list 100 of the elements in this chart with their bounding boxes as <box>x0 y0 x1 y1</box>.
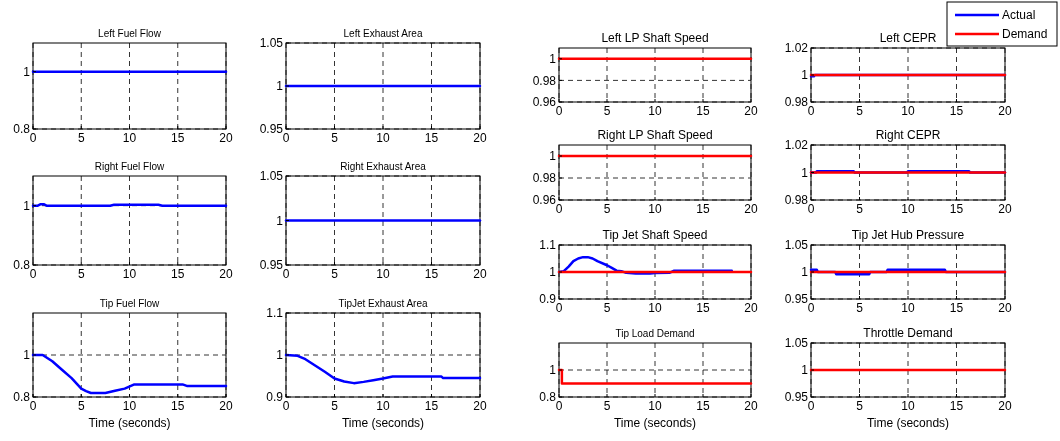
x-tick-label: 10 <box>901 202 915 216</box>
x-tick-label: 15 <box>696 301 710 315</box>
x-tick-label: 0 <box>807 104 815 118</box>
y-tick-label: 1 <box>549 265 557 280</box>
y-tick-label: 1 <box>801 265 809 280</box>
x-tick-label: 20 <box>998 399 1012 413</box>
chart-title: Tip Load Demand <box>615 328 695 339</box>
x-tick-label: 20 <box>998 104 1012 118</box>
x-tick-label: 5 <box>331 399 339 413</box>
x-tick-label: 10 <box>122 131 137 145</box>
x-tick-label: 5 <box>77 267 85 281</box>
y-tick-label: 0.9 <box>539 292 557 307</box>
y-tick-label: 0.8 <box>13 122 31 137</box>
x-tick-label: 0 <box>807 301 815 315</box>
y-tick-label: 0.95 <box>784 390 809 405</box>
x-tick-label: 10 <box>901 104 915 118</box>
y-tick-label: 0.98 <box>784 193 809 208</box>
x-tick-label: 0 <box>555 104 563 118</box>
y-tick-label: 0.96 <box>532 193 557 208</box>
x-tick-label: 15 <box>424 131 439 145</box>
x-tick-label: 20 <box>998 301 1012 315</box>
y-tick-label: 1 <box>549 149 557 164</box>
x-tick-label: 5 <box>603 301 611 315</box>
y-tick-label: 0.95 <box>259 258 284 273</box>
x-tick-label: 5 <box>856 202 864 216</box>
x-tick-label: 15 <box>424 267 439 281</box>
x-tick-label: 0 <box>807 202 815 216</box>
x-tick-label: 0 <box>555 301 563 315</box>
x-tick-label: 5 <box>331 267 339 281</box>
x-axis-title: Time (seconds) <box>341 416 425 430</box>
x-tick-label: 10 <box>376 267 390 281</box>
x-tick-label: 5 <box>603 104 611 118</box>
y-tick-label: 0.9 <box>266 390 284 405</box>
chart-title: TipJet Exhaust Area <box>338 298 428 309</box>
x-tick-label: 10 <box>648 301 662 315</box>
y-tick-label: 1.02 <box>784 41 809 56</box>
x-tick-label: 15 <box>171 267 185 281</box>
y-tick-label: 1 <box>276 348 284 363</box>
x-tick-label: 20 <box>219 267 233 281</box>
x-tick-label: 20 <box>744 202 758 216</box>
y-tick-label: 1 <box>549 52 557 66</box>
y-tick-label: 1 <box>23 64 31 79</box>
y-tick-label: 1.05 <box>259 36 284 51</box>
y-tick-label: 1.1 <box>266 306 284 321</box>
x-tick-label: 15 <box>949 301 964 315</box>
x-tick-label: 10 <box>648 202 662 216</box>
y-tick-label: 0.96 <box>532 95 557 110</box>
x-tick-label: 10 <box>122 399 137 413</box>
x-axis-title: Time (seconds) <box>88 416 171 430</box>
x-tick-label: 5 <box>77 131 85 145</box>
y-tick-label: 1 <box>549 363 557 378</box>
chart-title: Tip Jet Shaft Speed <box>602 228 708 242</box>
y-tick-label: 0.98 <box>532 73 557 88</box>
x-tick-label: 15 <box>696 202 710 216</box>
x-tick-label: 5 <box>856 301 864 315</box>
x-tick-label: 15 <box>696 399 710 413</box>
chart-title: Left Exhaust Area <box>343 28 423 39</box>
y-tick-label: 1.02 <box>784 138 809 153</box>
y-tick-label: 1 <box>801 363 809 378</box>
x-tick-label: 0 <box>555 202 563 216</box>
x-tick-label: 5 <box>856 399 864 413</box>
y-tick-label: 0.8 <box>13 258 31 273</box>
y-tick-label: 0.98 <box>532 171 557 186</box>
chart-title: Right CEPR <box>875 128 941 142</box>
chart-title: Right Fuel Flow <box>94 161 166 172</box>
x-tick-label: 10 <box>376 131 390 145</box>
x-tick-label: 0 <box>282 267 290 281</box>
legend-label: Demand <box>1002 27 1048 42</box>
y-tick-label: 1.05 <box>784 336 809 351</box>
y-tick-label: 0.95 <box>259 122 284 137</box>
chart-title: Tip Fuel Flow <box>99 298 161 309</box>
x-tick-label: 20 <box>473 399 487 413</box>
y-tick-label: 0.98 <box>784 95 809 110</box>
y-tick-label: 0.95 <box>784 292 809 307</box>
y-tick-label: 1 <box>23 198 31 213</box>
chart-title: Right Exhaust Area <box>340 161 427 172</box>
x-tick-label: 15 <box>949 104 964 118</box>
x-tick-label: 10 <box>648 104 662 118</box>
x-tick-label: 0 <box>282 399 290 413</box>
x-tick-label: 10 <box>648 399 662 413</box>
chart-title: Left Fuel Flow <box>98 28 162 39</box>
x-tick-label: 0 <box>29 399 37 413</box>
x-tick-label: 10 <box>376 399 390 413</box>
x-tick-label: 20 <box>219 131 233 145</box>
y-tick-label: 1 <box>276 79 284 94</box>
x-tick-label: 20 <box>219 399 233 413</box>
x-axis-title: Time (seconds) <box>613 416 697 430</box>
chart-title: Tip Jet Hub Pressure <box>851 228 965 242</box>
x-tick-label: 15 <box>171 399 185 413</box>
x-tick-label: 20 <box>744 399 758 413</box>
y-tick-label: 1 <box>801 165 809 180</box>
x-tick-label: 5 <box>856 104 864 118</box>
legend-label: Actual <box>1002 8 1036 23</box>
x-tick-label: 0 <box>555 399 563 413</box>
x-tick-label: 15 <box>696 104 710 118</box>
y-tick-label: 1.05 <box>784 238 809 253</box>
x-tick-label: 10 <box>901 399 915 413</box>
x-tick-label: 5 <box>603 399 611 413</box>
y-tick-label: 1 <box>801 68 809 83</box>
x-tick-label: 5 <box>331 131 339 145</box>
